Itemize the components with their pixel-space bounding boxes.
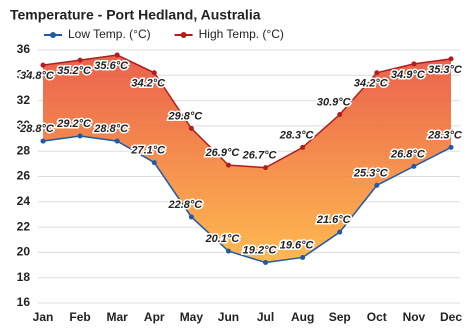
x-tick-label: Feb bbox=[69, 310, 90, 324]
value-label: 34.2°C bbox=[354, 78, 389, 90]
data-point bbox=[151, 160, 157, 166]
value-label: 21.6°C bbox=[316, 214, 352, 226]
y-tick-label: 28 bbox=[17, 143, 31, 157]
y-tick-label: 22 bbox=[17, 219, 31, 233]
y-tick-label: 20 bbox=[17, 245, 31, 259]
value-label: 26.7°C bbox=[242, 150, 278, 162]
x-tick-label: Jul bbox=[257, 310, 274, 324]
series-line bbox=[42, 54, 452, 169]
data-point bbox=[114, 138, 120, 144]
x-tick-label: Dec bbox=[440, 310, 462, 324]
data-point bbox=[77, 57, 83, 63]
value-label: 28.8°C bbox=[93, 123, 129, 135]
value-label: 26.8°C bbox=[390, 148, 426, 160]
data-point bbox=[374, 70, 380, 76]
value-label: 34.8°C bbox=[20, 70, 55, 82]
data-point bbox=[225, 162, 231, 168]
x-tick-label: Mar bbox=[107, 310, 129, 324]
value-label: 26.9°C bbox=[205, 147, 241, 159]
y-tick-label: 36 bbox=[17, 42, 31, 56]
value-label: 34.9°C bbox=[391, 69, 426, 81]
value-label: 19.6°C bbox=[280, 239, 315, 251]
legend-label: Low Temp. (°C) bbox=[68, 27, 151, 41]
value-label: 30.9°C bbox=[317, 96, 352, 108]
value-label: 34.2°C bbox=[131, 78, 166, 90]
data-point bbox=[225, 248, 231, 254]
data-point bbox=[411, 61, 417, 67]
x-tick-label: Apr bbox=[144, 310, 165, 324]
legend-marker bbox=[180, 32, 187, 38]
x-tick-label: Jan bbox=[33, 310, 54, 324]
data-point bbox=[188, 125, 194, 131]
data-point bbox=[188, 214, 194, 220]
data-point bbox=[40, 138, 46, 144]
data-point bbox=[337, 112, 343, 118]
data-point bbox=[448, 144, 454, 150]
value-label: 25.3°C bbox=[353, 167, 389, 179]
data-point bbox=[77, 133, 83, 139]
value-label: 22.8°C bbox=[167, 199, 203, 211]
value-label: 35.2°C bbox=[57, 65, 92, 77]
data-point bbox=[411, 163, 417, 169]
value-label: 27.1°C bbox=[130, 144, 166, 156]
series-line bbox=[42, 135, 452, 264]
data-point bbox=[300, 144, 306, 150]
y-tick-label: 32 bbox=[17, 93, 31, 107]
x-tick-label: Nov bbox=[403, 310, 426, 324]
legend-marker bbox=[50, 32, 56, 38]
value-label: 29.8°C bbox=[167, 110, 203, 122]
range-fill bbox=[43, 55, 451, 263]
value-label: 28.8°C bbox=[19, 123, 55, 135]
y-tick-label: 16 bbox=[17, 295, 31, 309]
data-point bbox=[263, 165, 269, 171]
x-tick-label: Jun bbox=[218, 310, 239, 324]
y-tick-label: 30 bbox=[17, 118, 31, 132]
value-label: 28.3°C bbox=[279, 129, 315, 141]
y-tick-label: 18 bbox=[17, 270, 31, 284]
value-label: 35.3°C bbox=[428, 64, 463, 76]
data-point bbox=[337, 229, 343, 235]
y-tick-label: 26 bbox=[17, 169, 31, 183]
y-tick-label: 34 bbox=[17, 67, 31, 81]
value-label: 19.2°C bbox=[243, 244, 278, 256]
value-label: 29.2°C bbox=[56, 118, 92, 130]
legend-label: High Temp. (°C) bbox=[199, 27, 284, 41]
value-label: 20.1°C bbox=[205, 233, 241, 245]
data-point bbox=[114, 52, 120, 58]
data-point bbox=[374, 182, 380, 188]
data-point bbox=[151, 70, 157, 76]
value-label: 28.3°C bbox=[427, 129, 463, 141]
data-point bbox=[300, 254, 306, 260]
data-point bbox=[448, 56, 454, 62]
data-point bbox=[263, 260, 269, 266]
x-tick-label: Oct bbox=[367, 310, 387, 324]
data-point bbox=[40, 62, 46, 68]
value-label: 35.6°C bbox=[94, 60, 129, 72]
x-tick-label: Aug bbox=[291, 310, 314, 324]
x-tick-label: Sep bbox=[329, 310, 351, 324]
x-tick-label: May bbox=[180, 310, 204, 324]
chart-title: Temperature - Port Hedland, Australia bbox=[10, 7, 261, 23]
y-tick-label: 24 bbox=[17, 194, 31, 208]
